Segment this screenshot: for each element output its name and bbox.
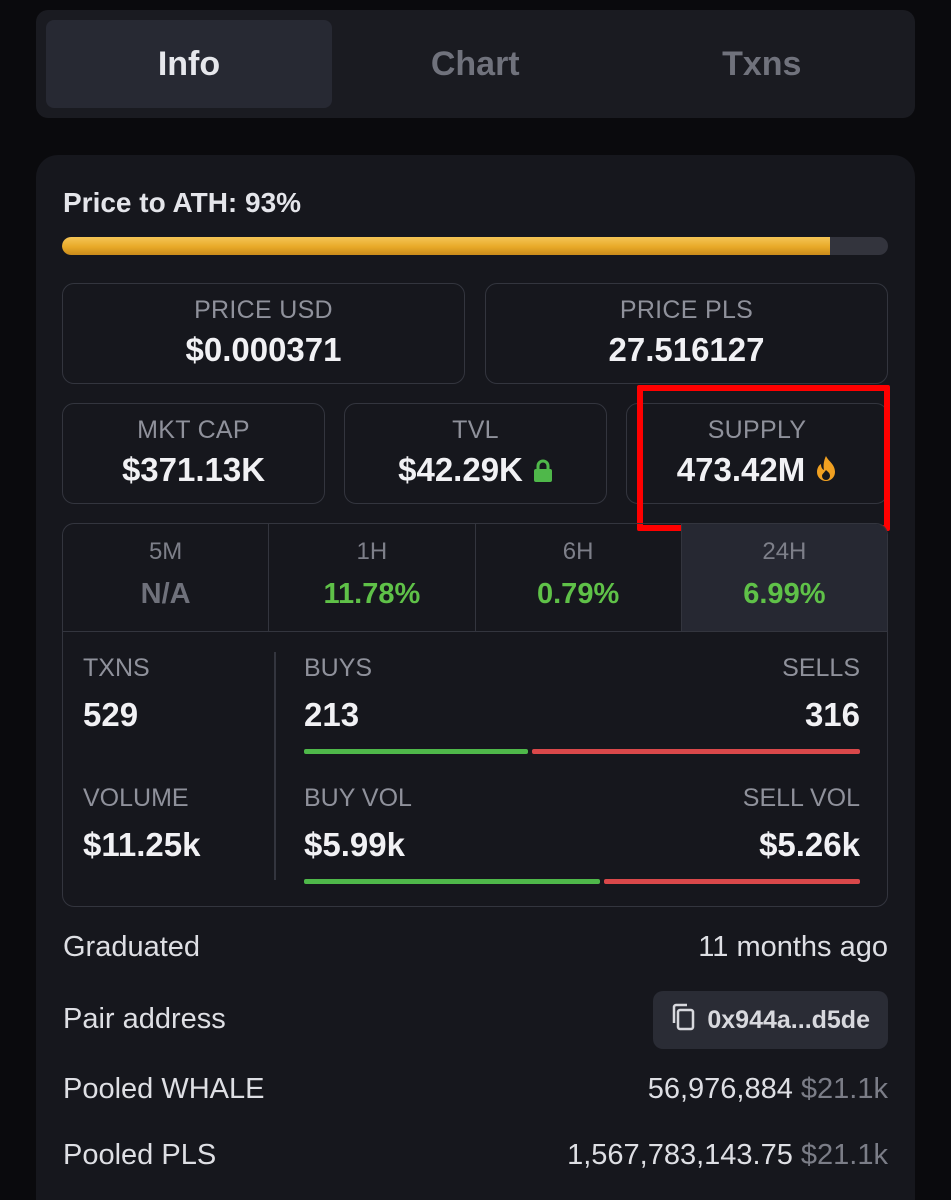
tab-txns[interactable]: Txns <box>722 44 802 83</box>
sells-label: SELLS <box>782 654 860 682</box>
copy-pair-address-button[interactable]: 0x944a...d5de <box>653 991 888 1049</box>
mkt-cap-value: $371.13K <box>121 451 266 488</box>
timeframe-label: 5M <box>148 538 183 565</box>
info-card: Price to ATH: 93% PRICE USD $0.000371 PR… <box>36 155 915 1200</box>
ath-progress-bar <box>62 237 888 255</box>
tvl-label: TVL <box>452 416 499 444</box>
timeframe-1h[interactable]: 1H 11.78% <box>269 524 476 631</box>
pair-address-label: Pair address <box>63 1003 226 1035</box>
pooled-whale-amount: 56,976,884 <box>647 1073 793 1105</box>
supply-highlight-annotation <box>637 385 890 531</box>
supply-box: SUPPLY 473.42M <box>626 403 888 504</box>
price-usd-box: PRICE USD $0.000371 <box>62 283 465 384</box>
sell-vol-ratio-fill <box>603 879 860 884</box>
pooled-whale-label: Pooled WHALE <box>63 1073 265 1105</box>
buys-label: BUYS <box>304 654 373 682</box>
graduated-label: Graduated <box>63 931 201 963</box>
price-to-ath-label: Price to ATH: 93% <box>63 187 302 218</box>
timeframe-label: 24H <box>762 538 807 565</box>
pooled-pls-value: 1,567,783,143.75 $21.1k <box>567 1139 888 1172</box>
pooled-whale-usd: $21.1k <box>800 1073 888 1105</box>
price-pls-box: PRICE PLS 27.516127 <box>485 283 888 384</box>
volume-value: $11.25k <box>83 826 201 863</box>
timeframe-change: N/A <box>140 578 191 610</box>
price-usd-value: $0.000371 <box>185 331 342 368</box>
timeframe-change: 0.79% <box>537 578 620 610</box>
price-pls-value: 27.516127 <box>608 331 765 368</box>
price-usd-label: PRICE USD <box>194 296 333 324</box>
timeframe-5m[interactable]: 5M N/A <box>63 524 270 631</box>
sell-vol-value: $5.26k <box>759 826 860 863</box>
mkt-cap-label: MKT CAP <box>137 416 250 444</box>
tvl-value: $42.29K <box>398 451 523 488</box>
sells-value: 316 <box>804 696 860 733</box>
buys-ratio-fill <box>304 749 529 754</box>
buy-vol-ratio-fill <box>304 879 600 884</box>
tvl-box: TVL $42.29K <box>344 403 607 504</box>
txns-value: 529 <box>83 696 139 733</box>
lock-icon <box>533 453 553 491</box>
timeframe-change: 6.99% <box>743 578 826 610</box>
buys-value: 213 <box>304 696 360 733</box>
timeframe-24h[interactable]: 24H 6.99% <box>681 524 887 631</box>
fire-icon <box>815 453 837 491</box>
copy-icon <box>671 1003 695 1038</box>
supply-label: SUPPLY <box>707 416 807 444</box>
sell-vol-label: SELL VOL <box>742 784 860 812</box>
pooled-whale-value: 56,976,884 $21.1k <box>648 1073 888 1106</box>
tab-chart[interactable]: Chart <box>430 44 520 83</box>
trade-stats-panel: TXNS 529 VOLUME $11.25k BUYS 213 SELLS 3… <box>62 631 888 907</box>
pooled-pls-amount: 1,567,783,143.75 <box>567 1139 793 1171</box>
stats-divider <box>274 652 276 880</box>
timeframe-6h[interactable]: 6H 0.79% <box>476 524 682 631</box>
buys-sells-ratio-bar <box>304 749 860 754</box>
ath-progress-fill <box>62 237 831 255</box>
pair-address-value: 0x944a...d5de <box>707 1005 870 1034</box>
timeframe-selector: 5M N/A 1H 11.78% 6H 0.79% 24H 6.99% <box>62 523 888 631</box>
buy-vol-label: BUY VOL <box>304 784 412 812</box>
txns-label: TXNS <box>83 654 150 682</box>
timeframe-label: 6H <box>562 538 594 565</box>
price-pls-label: PRICE PLS <box>619 296 754 324</box>
buy-vol-value: $5.99k <box>304 826 405 863</box>
timeframe-change: 11.78% <box>323 578 421 610</box>
supply-value: 473.42M <box>676 451 806 488</box>
pooled-pls-usd: $21.1k <box>800 1139 888 1171</box>
volume-ratio-bar <box>304 879 860 884</box>
tab-bar: Info Chart Txns <box>36 10 915 118</box>
sells-ratio-fill <box>532 749 860 754</box>
tab-info[interactable]: Info <box>46 20 332 108</box>
mkt-cap-box: MKT CAP $371.13K <box>62 403 325 504</box>
timeframe-label: 1H <box>356 538 388 565</box>
volume-label: VOLUME <box>83 784 189 812</box>
graduated-value: 11 months ago <box>698 931 888 963</box>
pooled-pls-label: Pooled PLS <box>63 1139 217 1171</box>
